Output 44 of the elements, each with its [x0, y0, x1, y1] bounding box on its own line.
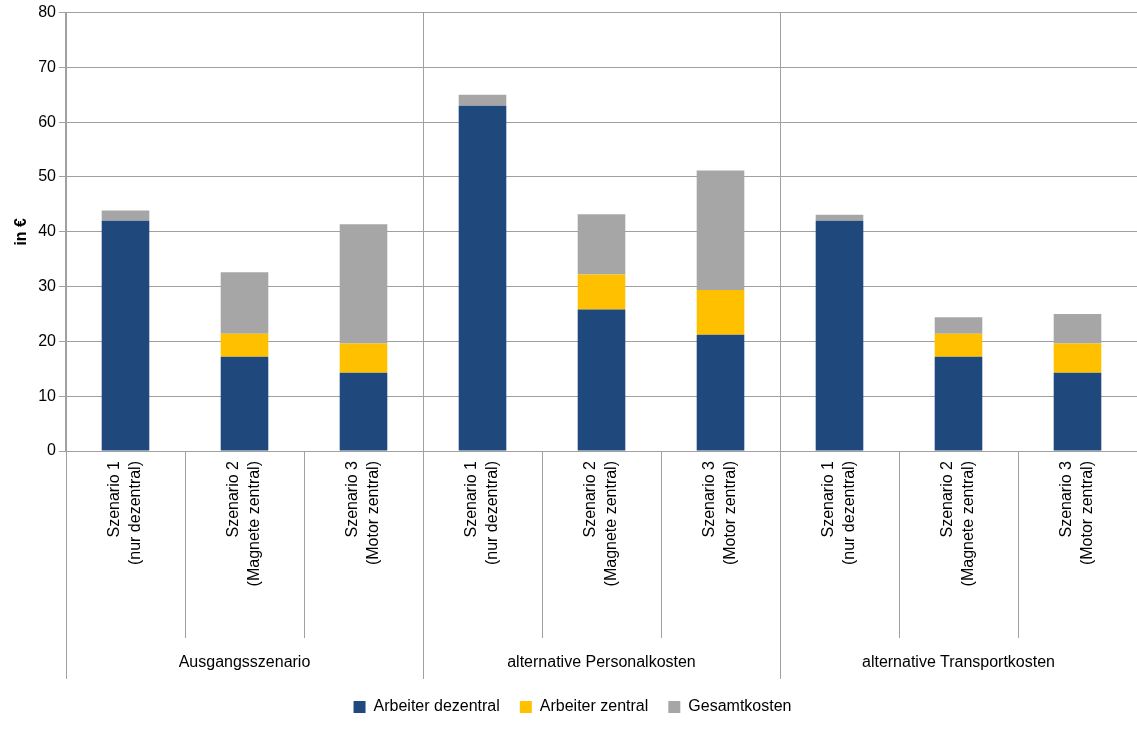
legend-label: Arbeiter zentral [539, 697, 649, 715]
x-tick-label: Szenario 1 (nur dezentral) [105, 460, 144, 566]
bar [1053, 343, 1102, 373]
bar [577, 274, 626, 310]
y-tick-label: 50 [38, 167, 57, 185]
bar [220, 333, 269, 357]
bar [815, 214, 864, 221]
legend-label: Arbeiter dezentral [373, 697, 500, 715]
bar [696, 289, 745, 335]
legend-label: Gesamtkosten [688, 697, 792, 715]
bar [220, 356, 269, 451]
text: alternative Transportkosten [862, 653, 1055, 671]
bar [339, 343, 388, 373]
bar [696, 334, 745, 451]
y-axis-title: in € [12, 217, 30, 246]
y-tick-label: 40 [38, 222, 57, 240]
y-tick-label: 80 [38, 3, 57, 21]
x-tick-label: Szenario 3 (Motor zentral) [1057, 460, 1096, 566]
x-tick-label: Szenario 1 (nur dezentral) [819, 460, 858, 566]
bar [815, 220, 864, 451]
bar [934, 333, 983, 357]
y-tick-label: 20 [38, 331, 57, 349]
y-tick-label: 30 [38, 277, 57, 295]
bar [934, 317, 983, 334]
y-tick-label: 0 [47, 441, 57, 459]
x-tick-label: Szenario 3 (Motor zentral) [700, 460, 739, 566]
x-tick-label: Szenario 2 (Magnete zentral) [581, 460, 620, 587]
x-tick-label: Szenario 2 (Magnete zentral) [938, 460, 977, 587]
bar [577, 309, 626, 451]
x-tick-label: Szenario 2 (Magnete zentral) [224, 460, 263, 587]
bar [458, 105, 507, 451]
x-tick-label: Szenario 1 (nur dezentral) [462, 460, 501, 566]
bar [1053, 372, 1102, 451]
bar [101, 220, 150, 451]
bar [339, 372, 388, 451]
text: Ausgangsszenario [178, 653, 311, 671]
y-tick-label: 60 [38, 112, 57, 130]
x-tick-label: Szenario 3 (Motor zentral) [343, 460, 382, 566]
bar [458, 94, 507, 106]
bar [101, 210, 150, 221]
text: alternative Personalkosten [507, 653, 696, 671]
bar [934, 356, 983, 451]
y-tick-label: 70 [38, 57, 57, 75]
y-tick-label: 10 [38, 386, 57, 404]
